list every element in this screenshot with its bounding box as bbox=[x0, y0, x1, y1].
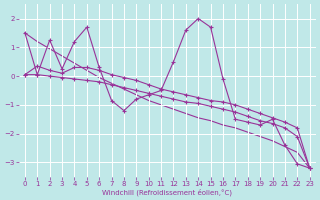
X-axis label: Windchill (Refroidissement éolien,°C): Windchill (Refroidissement éolien,°C) bbox=[102, 188, 232, 196]
